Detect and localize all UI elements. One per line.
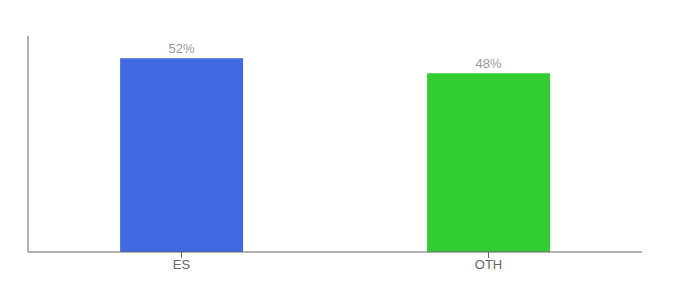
svg-text:52%: 52%	[169, 41, 195, 56]
svg-text:ES: ES	[173, 257, 191, 272]
svg-text:OTH: OTH	[475, 257, 502, 272]
svg-text:48%: 48%	[476, 56, 502, 71]
